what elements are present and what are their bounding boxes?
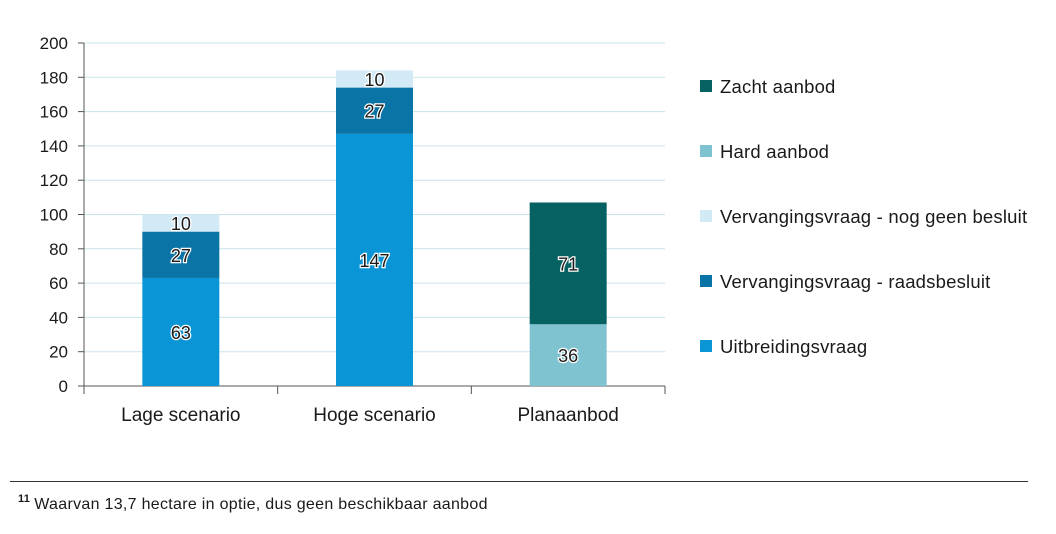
legend-swatch [700, 340, 712, 352]
legend-label: Vervangingsvraag - nog geen besluit [720, 206, 1028, 227]
bar-segment [336, 70, 413, 88]
legend-item: Vervangingsvraag - nog geen besluit [700, 204, 1050, 230]
category-label: Planaanbod [517, 405, 618, 426]
bar-segment [142, 277, 220, 386]
bar-segment [336, 87, 413, 134]
y-tick-label: 80 [49, 240, 68, 259]
y-tick-label: 200 [40, 34, 68, 53]
data-label: 147 [359, 251, 389, 271]
y-tick-label: 120 [40, 171, 68, 190]
legend-swatch [700, 80, 712, 92]
y-tick-label: 20 [49, 343, 68, 362]
data-label: 10 [364, 70, 384, 90]
bar-segment [336, 133, 413, 386]
category-label: Lage scenario [121, 405, 240, 426]
y-tick-label: 140 [40, 137, 68, 156]
y-tick-label: 60 [49, 274, 68, 293]
legend-item: Vervangingsvraag - raadsbesluit [700, 269, 1050, 295]
legend-label: Vervangingsvraag - raadsbesluit [720, 271, 991, 292]
data-label: 71 [558, 254, 578, 274]
y-tick-label: 180 [40, 68, 68, 87]
data-label: 36 [558, 346, 578, 366]
y-tick-label: 160 [40, 103, 68, 122]
y-tick-label: 0 [59, 377, 68, 396]
legend-swatch [700, 210, 712, 222]
footnote-divider [10, 481, 1028, 482]
bar-segment [529, 324, 607, 386]
y-tick-label: 100 [40, 206, 68, 225]
footnote-number: 11 [18, 493, 31, 505]
data-label: 10 [171, 214, 191, 234]
footnote: 11 Waarvan 13,7 hectare in optie, dus gee… [18, 493, 488, 514]
bar-segment [142, 231, 220, 278]
data-label: 63 [171, 323, 191, 343]
legend-swatch [700, 145, 712, 157]
bar-segment [142, 214, 220, 232]
bar-segment [529, 202, 607, 325]
legend-label: Zacht aanbod [720, 76, 836, 97]
legend-label: Hard aanbod [720, 141, 830, 162]
data-label: 27 [171, 246, 191, 266]
data-label: 27 [364, 102, 384, 122]
legend-swatch [700, 275, 712, 287]
footnote-text: Waarvan 13,7 hectare in optie, dus geen … [34, 496, 488, 513]
category-label: Hoge scenario [313, 405, 436, 426]
legend-item: Zacht aanbod [700, 74, 1050, 100]
legend-label: Uitbreidingsvraag [720, 336, 868, 357]
legend-item: Uitbreidingsvraag [700, 334, 1050, 360]
y-tick-label: 40 [49, 308, 68, 327]
legend-item: Hard aanbod [700, 139, 1050, 165]
